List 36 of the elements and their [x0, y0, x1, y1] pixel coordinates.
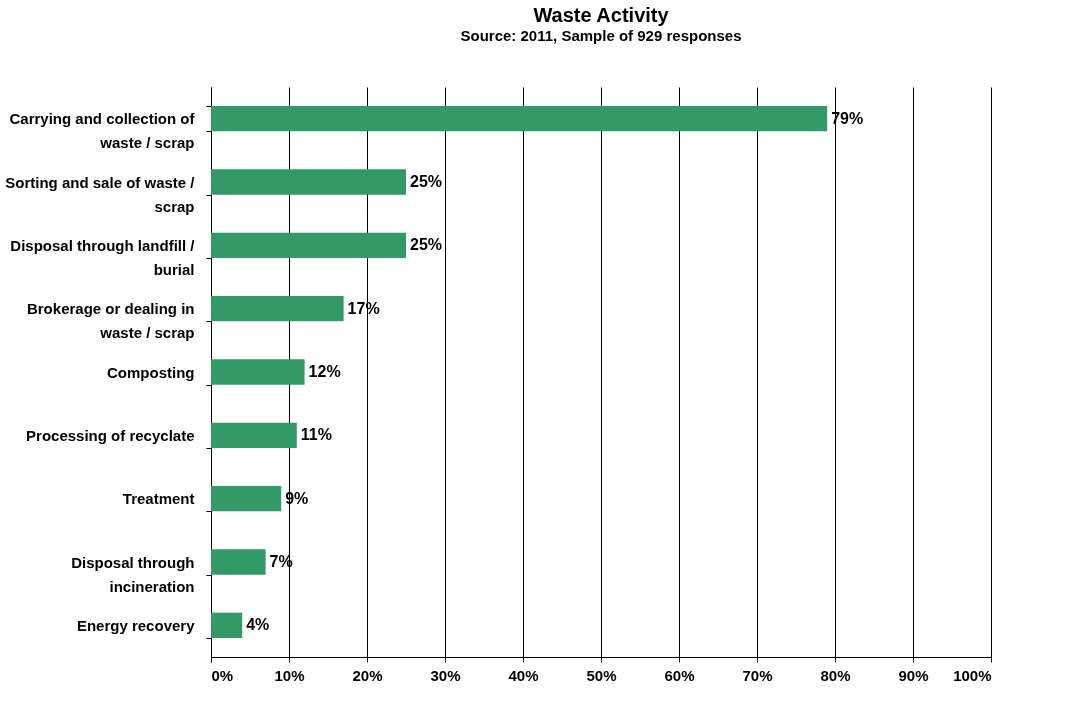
- bar: [211, 486, 282, 512]
- x-tick-label: 100%: [953, 666, 992, 684]
- y-tick-label: Sorting and sale of waste / scrap: [5, 173, 196, 215]
- bar: [211, 106, 828, 132]
- bar: [211, 232, 406, 258]
- y-tick-label: Disposal through incineration: [71, 553, 195, 595]
- y-tick-label: Energy recovery: [76, 616, 196, 634]
- x-tick-label: 90%: [898, 666, 929, 684]
- x-tick-label: 30%: [430, 666, 461, 684]
- bar: [211, 422, 297, 448]
- chart-title: Waste Activity: [533, 4, 670, 26]
- x-tick-label: 0%: [211, 666, 234, 684]
- x-tick-label: 70%: [742, 666, 773, 684]
- y-tick-label: Carrying and collection of waste / scrap: [9, 110, 196, 152]
- bar: [211, 169, 406, 195]
- x-tick-label: 80%: [820, 666, 851, 684]
- x-tick-label: 50%: [586, 666, 617, 684]
- x-tick-label: 40%: [508, 666, 539, 684]
- x-tick-label: 20%: [352, 666, 383, 684]
- y-tick-label: Composting: [107, 363, 195, 381]
- data-label: 4%: [246, 616, 270, 634]
- bar: [211, 359, 305, 385]
- data-label: 25%: [410, 173, 443, 190]
- bar: [211, 296, 344, 322]
- bar: [211, 612, 243, 638]
- bar: [211, 549, 266, 575]
- y-tick-label: Treatment: [122, 490, 195, 508]
- x-tick-label: 10%: [274, 666, 305, 684]
- data-label: 25%: [410, 236, 443, 254]
- data-label: 12%: [308, 363, 341, 380]
- y-tick-label: Brokerage or dealing in waste / scrap: [26, 300, 195, 342]
- data-label: 11%: [300, 426, 332, 444]
- y-tick-label: Disposal through landfill / burial: [10, 236, 196, 278]
- x-tick-label: 60%: [664, 666, 695, 684]
- chart-subtitle: Source: 2011, Sample of 929 responses: [460, 27, 742, 44]
- y-tick-label: Processing of recyclate: [26, 426, 195, 444]
